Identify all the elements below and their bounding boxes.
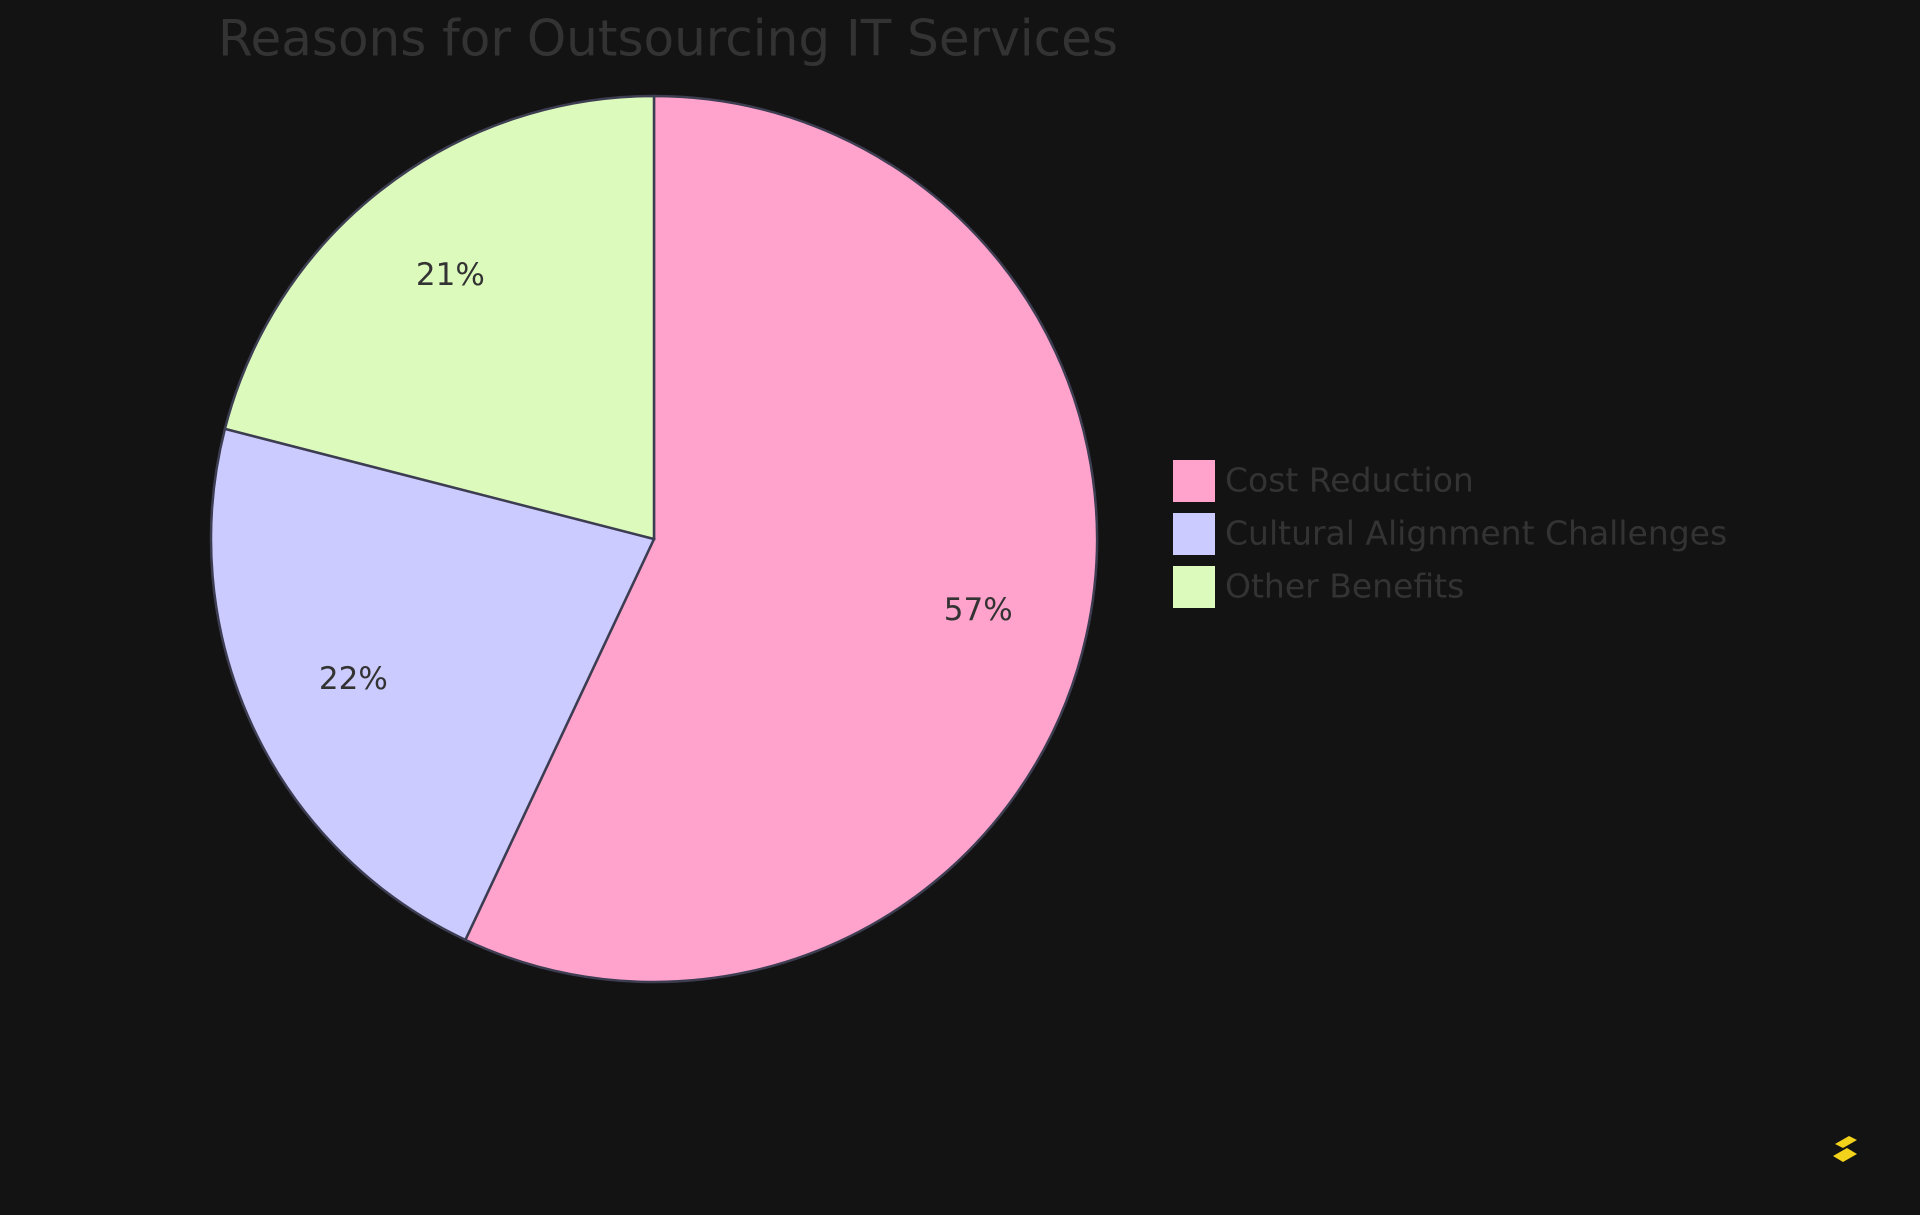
legend-swatch [1171, 564, 1217, 610]
data-label: 22% [319, 661, 388, 697]
legend-label: Cultural Alignment Challenges [1225, 514, 1727, 553]
logo [1833, 1136, 1857, 1162]
logo-mark [1833, 1136, 1857, 1162]
pie-slice [209, 427, 656, 942]
legend-swatch [1171, 511, 1217, 557]
data-label: 21% [416, 257, 485, 293]
pie-slice [223, 94, 656, 541]
legend-swatch [1171, 458, 1217, 504]
legend-label: Cost Reduction [1225, 461, 1474, 500]
legend-label: Other Benefits [1225, 567, 1464, 606]
data-label: 57% [944, 592, 1013, 628]
chart-title: Reasons for Outsourcing IT Services [218, 10, 1118, 68]
pie-slice [463, 94, 1099, 984]
